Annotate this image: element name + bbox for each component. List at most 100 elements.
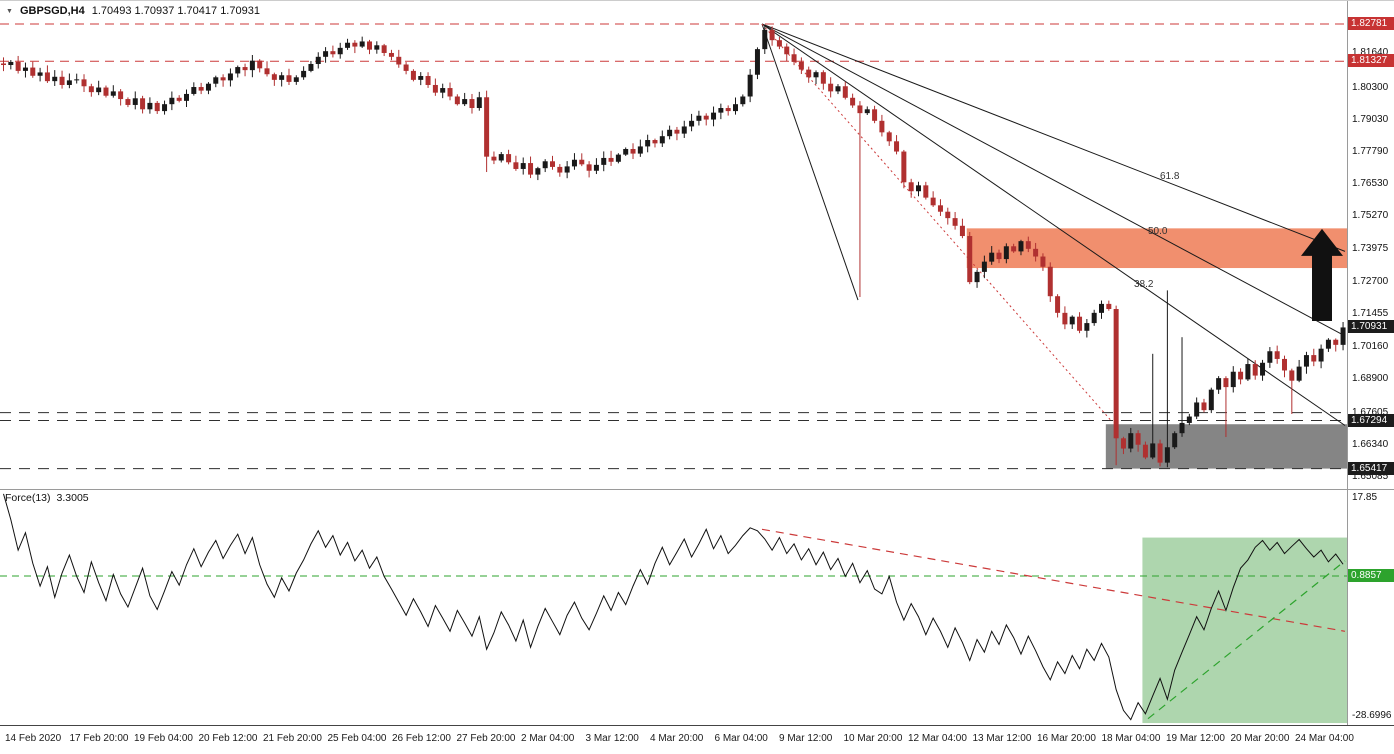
bear-candle (381, 45, 387, 53)
price-axis-label: 1.81640 (1352, 47, 1389, 59)
bull-candle (345, 42, 351, 48)
indicator-pane[interactable]: Force(13) 3.3005 (0, 489, 1347, 725)
bear-candle (154, 102, 160, 112)
bull-candle (747, 74, 753, 97)
bull-candle (22, 67, 28, 71)
price-axis-label: 1.75270 (1352, 210, 1389, 222)
time-axis-label: 25 Feb 04:00 (327, 733, 387, 744)
bear-candle (1282, 358, 1287, 371)
bear-candle (491, 156, 497, 161)
bear-candle (388, 52, 394, 57)
bear-candle (652, 140, 658, 144)
bear-candle (820, 72, 826, 84)
indicator-level-badge: 0.8857 (1348, 568, 1394, 582)
bull-candle (37, 72, 43, 76)
bull-candle (1194, 402, 1200, 417)
bear-candle (118, 91, 124, 100)
bear-candle (30, 67, 36, 76)
fan-trendline (761, 23, 859, 301)
bull-candle (1069, 316, 1075, 325)
bear-candle (791, 54, 797, 62)
price-chart-pane[interactable]: 61.8 50.0 38.2 ▼ GBPSGD,H4 1.70493 1.70937… (0, 1, 1347, 489)
price-axis-label: 1.73975 (1352, 243, 1389, 255)
bull-candle (1325, 339, 1331, 349)
bear-candle (1011, 246, 1017, 252)
bull-candle (1084, 323, 1090, 331)
bear-candle (1025, 241, 1031, 249)
bear-candle (396, 56, 402, 65)
indicator-axis-max-label: 17.85 (1352, 491, 1378, 503)
bull-candle (740, 96, 746, 105)
bear-candle (410, 70, 416, 80)
bear-candle (403, 64, 409, 71)
bull-candle (74, 79, 80, 81)
bear-candle (937, 205, 943, 212)
bear-candle (1, 63, 6, 66)
bear-candle (1106, 303, 1112, 310)
bull-candle (1179, 422, 1185, 434)
bear-candle (506, 154, 512, 163)
bear-candle (352, 42, 358, 47)
bull-candle (213, 77, 219, 84)
bull-candle (66, 80, 72, 85)
bull-candle (1267, 351, 1273, 363)
price-axis-label: 1.68900 (1352, 373, 1389, 385)
bull-candle (916, 185, 921, 192)
bull-candle (418, 76, 424, 80)
indicator-axis[interactable]: 17.85 -28.6996 0.8857 (1347, 489, 1394, 725)
bull-candle (864, 109, 870, 114)
bear-candle (447, 88, 453, 97)
bear-candle (608, 157, 614, 162)
ohlc-values-label: 1.70493 1.70937 1.70417 1.70931 (91, 5, 260, 17)
bear-candle (879, 120, 885, 133)
bull-candle (184, 93, 189, 101)
bull-candle (689, 120, 695, 127)
bull-candle (981, 261, 987, 272)
price-axis-label: 1.65085 (1352, 471, 1389, 483)
indicator-header: Force(13) 3.3005 (5, 492, 89, 504)
bear-candle (103, 87, 109, 96)
bull-candle (1230, 371, 1236, 388)
bull-candle (279, 75, 285, 80)
bear-candle (1113, 309, 1119, 439)
bull-candle (813, 72, 819, 78)
time-axis-label: 2 Mar 04:00 (521, 733, 575, 744)
indicator-red-trendline (761, 528, 1346, 632)
bull-candle (718, 108, 724, 113)
bear-candle (959, 225, 965, 237)
bear-candle (44, 72, 50, 82)
price-level-badge: 1.70931 (1348, 320, 1394, 334)
bull-candle (571, 159, 577, 167)
time-axis-label: 4 Mar 20:00 (650, 733, 704, 744)
bull-candle (1150, 443, 1156, 458)
symbol-marker-icon: ▼ (6, 7, 13, 15)
bull-candle (132, 98, 138, 105)
bull-candle (323, 51, 329, 57)
bear-candle (769, 29, 775, 41)
time-axis[interactable]: 14 Feb 2020 17 Feb 20:00 19 Feb 04:00 20 Fe… (0, 725, 1394, 754)
price-axis-label: 1.67605 (1352, 406, 1389, 418)
bear-candle (242, 67, 248, 71)
fib-level-label: 50.0 (1148, 226, 1168, 237)
bull-candle (498, 154, 504, 161)
indicator-name-label: Force(13) (5, 492, 51, 504)
time-axis-label: 19 Mar 12:00 (1166, 733, 1225, 744)
bear-candle (1289, 370, 1295, 381)
indicator-green-zone (1142, 537, 1347, 724)
bear-candle (550, 161, 555, 167)
bull-candle (1091, 312, 1097, 324)
bear-candle (952, 218, 958, 226)
bull-candle (359, 41, 365, 47)
bear-candle (630, 148, 636, 154)
bear-candle (1040, 256, 1046, 267)
price-axis[interactable]: 1.81640 1.80300 1.79030 1.77790 1.76530 1.752… (1347, 1, 1394, 489)
bull-candle (623, 148, 629, 155)
time-axis-label: 12 Mar 04:00 (908, 733, 967, 744)
time-axis-label: 21 Feb 20:00 (263, 733, 322, 744)
bull-candle (337, 47, 343, 55)
time-axis-label: 27 Feb 20:00 (456, 733, 516, 744)
bear-candle (425, 76, 431, 85)
bear-candle (798, 61, 804, 70)
bear-candle (1120, 438, 1126, 449)
bull-candle (754, 49, 760, 75)
